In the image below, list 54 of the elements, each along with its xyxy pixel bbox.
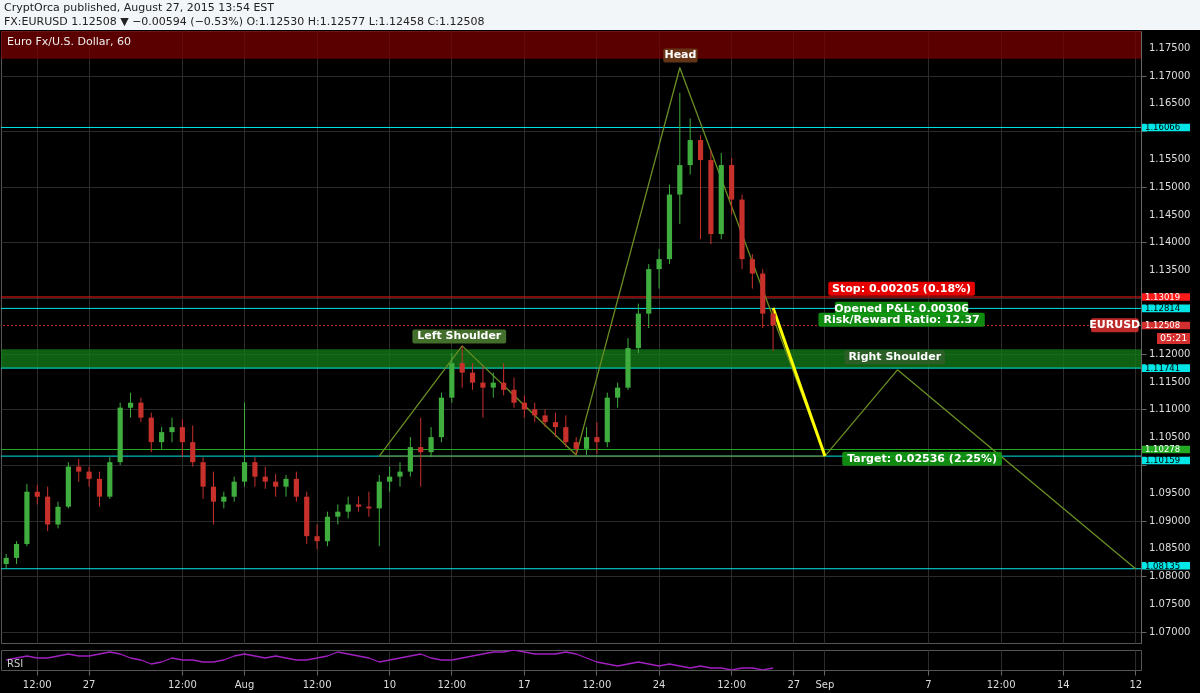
text: 05:21 xyxy=(1160,332,1188,344)
annotation: Opened P&L: 0.00306 xyxy=(834,301,970,315)
annotation: Right Shoulder xyxy=(848,350,942,364)
category-label: 27 xyxy=(787,678,801,690)
y-tick-label: 1.17000 xyxy=(1149,69,1191,81)
chart-title: Euro Fx/U.S. Dollar, 60 xyxy=(7,35,132,48)
y-tick-label: 1.09500 xyxy=(1149,486,1191,498)
ref-line-label: 1.16066 xyxy=(1145,122,1181,133)
category-label: 27 xyxy=(82,678,96,690)
annotation: Target: 0.02536 (2.25%) xyxy=(847,451,998,465)
y-tick-label: 1.08000 xyxy=(1149,570,1191,582)
category-label: 12:00 xyxy=(302,678,332,690)
annotation: Head xyxy=(664,48,697,62)
ref-line-label: 1.08135 xyxy=(1145,560,1181,571)
annotation: Left Shoulder xyxy=(417,329,502,343)
y-tick-label: 1.09000 xyxy=(1149,514,1191,526)
y-tick-label: 1.10500 xyxy=(1149,431,1191,443)
y-tick-label: 1.15000 xyxy=(1149,180,1191,192)
category-label: 14 xyxy=(1056,678,1070,690)
ref-line-label: 1.13019 xyxy=(1145,292,1181,302)
y-tick-label: 1.13500 xyxy=(1149,264,1191,276)
ref-line-label: 1.10278 xyxy=(1145,444,1181,455)
ref-line-label: 1.10159 xyxy=(1145,455,1181,466)
y-tick-label: 1.07500 xyxy=(1149,598,1191,610)
y-tick-label: 1.16500 xyxy=(1149,97,1191,109)
y-tick-label: 1.07000 xyxy=(1149,625,1191,637)
category-label: 17 xyxy=(518,678,531,690)
annotation: Stop: 0.00205 (0.18%) xyxy=(832,281,972,295)
category-label: 12:00 xyxy=(582,678,612,690)
y-tick-label: 1.14500 xyxy=(1149,208,1191,220)
ref-line-label: 1.11741 xyxy=(1145,363,1181,374)
y-tick-label: 1.14000 xyxy=(1149,236,1191,248)
y-tick-label: 1.08500 xyxy=(1149,542,1191,554)
category-label: 7 xyxy=(925,678,932,690)
ref-line-label: 1.12508 xyxy=(1145,320,1181,331)
category-label: 24 xyxy=(652,678,666,690)
y-tick-label: 1.15500 xyxy=(1149,152,1191,164)
series-label: RSI xyxy=(7,658,24,669)
y-tick-label: 1.17500 xyxy=(1149,41,1191,53)
category-label: 12:00 xyxy=(437,678,467,690)
y-tick-label: 1.11500 xyxy=(1149,375,1191,387)
category-label: 12:00 xyxy=(717,678,747,690)
category-label: 10 xyxy=(383,678,396,690)
ref-line-label: 1.12814 xyxy=(1145,303,1181,314)
chart-subtitle: FX:EURUSD 1.12508 ▼ −0.00594 (−0.53%) O:1.12530 H:1.12577 L:1.12458 C:1.12508 xyxy=(4,15,486,29)
category-label: 12:00 xyxy=(167,678,197,690)
y-tick-label: 1.11000 xyxy=(1149,403,1191,415)
category-label: 12:00 xyxy=(986,678,1016,690)
category-label: Sep xyxy=(815,678,835,690)
y-tick-label: 1.12000 xyxy=(1149,347,1191,359)
text: CryptOrca published, August 27, 2015 13:54 EST xyxy=(4,1,276,15)
category-label: 12:00 xyxy=(22,678,52,690)
category-label: 12 xyxy=(1129,678,1143,690)
category-label: Aug xyxy=(234,678,255,690)
